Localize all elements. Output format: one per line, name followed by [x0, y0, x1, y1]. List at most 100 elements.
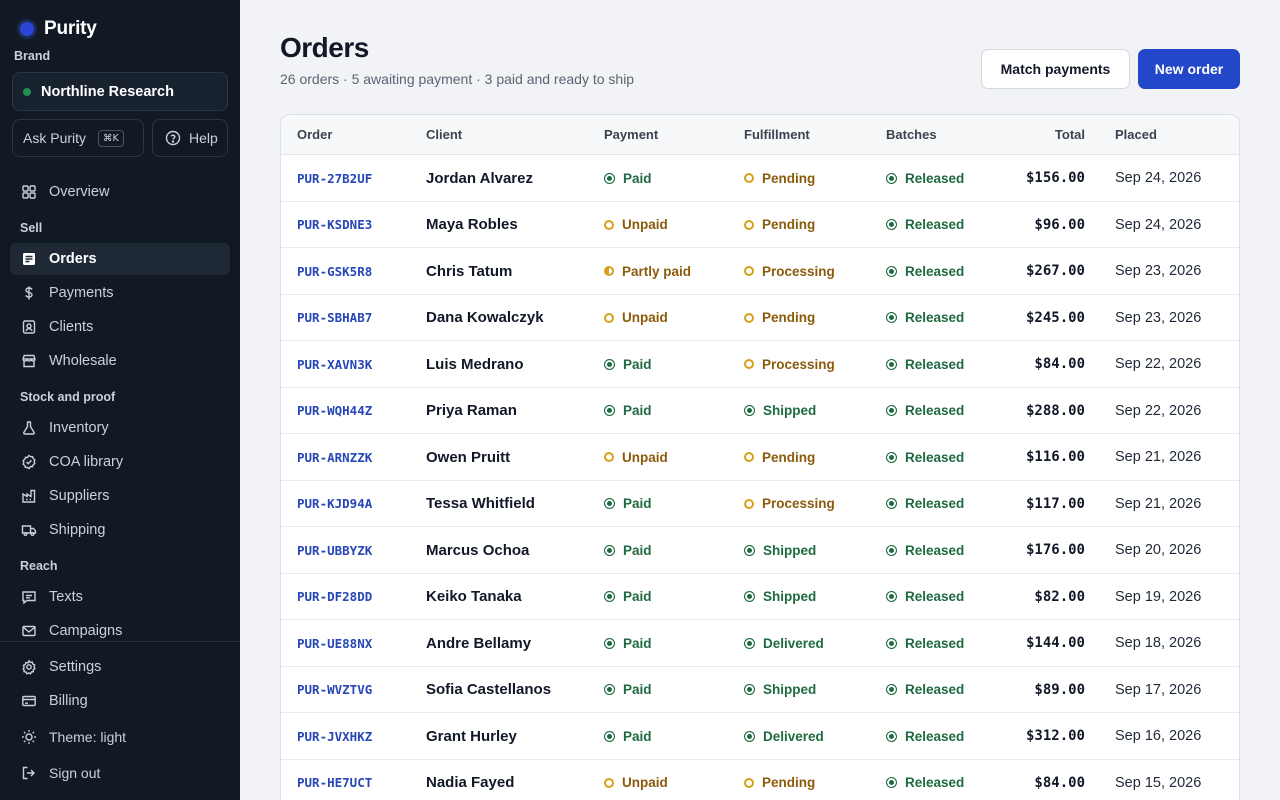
sidebar-item-wholesale[interactable]: Wholesale: [10, 345, 230, 377]
table-row[interactable]: PUR-WQH44Z Priya Raman Paid Shipped Released…: [281, 388, 1239, 435]
table-row[interactable]: PUR-27B2UF Jordan Alvarez Paid Pending Relea…: [281, 155, 1239, 202]
column-header-fulfillment[interactable]: Fulfillment: [744, 127, 810, 142]
column-header-total[interactable]: Total: [1054, 127, 1085, 142]
table-row[interactable]: PUR-WVZTVG Sofia Castellanos Paid Shipped Re…: [281, 667, 1239, 713]
order-id-link[interactable]: PUR-HE7UCT: [297, 775, 373, 791]
sign-out-button[interactable]: Sign out: [10, 757, 230, 789]
payment-status-label: Paid: [623, 496, 652, 512]
column-header-client[interactable]: Client: [426, 127, 463, 142]
placed-date: Sep 22, 2026: [1115, 402, 1202, 419]
order-id-link[interactable]: PUR-SBHAB7: [297, 310, 373, 326]
order-id-link[interactable]: PUR-KSDNE3: [297, 217, 373, 233]
fulfillment-status-label: Pending: [762, 217, 816, 233]
order-total: $84.00: [1034, 774, 1085, 791]
new-order-button[interactable]: New order: [1138, 49, 1240, 89]
table-row[interactable]: PUR-KJD94A Tessa Whitfield Paid Processing R…: [281, 481, 1239, 527]
help-button[interactable]: Help: [152, 119, 228, 157]
table-row[interactable]: PUR-SBHAB7 Dana Kowalczyk Unpaid Pending Rel…: [281, 295, 1239, 341]
sidebar-item-suppliers[interactable]: Suppliers: [10, 480, 230, 512]
placed-date: Sep 17, 2026: [1115, 681, 1202, 698]
fulfillment-status-label: Shipped: [763, 682, 817, 698]
payment-status-label: Unpaid: [622, 775, 668, 791]
gear-icon: [20, 659, 37, 676]
fulfillment-status: Delivered: [744, 713, 824, 760]
order-id-link[interactable]: PUR-GSK5R8: [297, 263, 373, 279]
store-icon: [20, 353, 37, 370]
batch-status-label: Released: [905, 635, 965, 651]
table-row[interactable]: PUR-KSDNE3 Maya Robles Unpaid Pending Releas…: [281, 202, 1239, 248]
sidebar-item-label: Suppliers: [49, 488, 110, 504]
message-icon: [20, 589, 37, 606]
column-header-payment[interactable]: Payment: [604, 127, 659, 142]
sidebar-item-inventory[interactable]: Inventory: [10, 412, 230, 444]
sidebar-item-campaigns[interactable]: Campaigns: [10, 615, 230, 647]
sidebar-item-shipping[interactable]: Shipping: [10, 514, 230, 546]
order-id-link[interactable]: PUR-DF28DD: [297, 589, 373, 605]
batch-status: Released: [886, 388, 964, 435]
batch-status-dot-icon: [886, 405, 897, 417]
sidebar-item-payments[interactable]: Payments: [10, 277, 230, 309]
payment-status-dot-icon: [604, 637, 615, 649]
brand-selector[interactable]: Northline Research: [12, 72, 228, 111]
theme-toggle[interactable]: Theme: light: [10, 721, 230, 753]
sidebar-item-billing[interactable]: Billing: [10, 685, 230, 717]
client-name: Chris Tatum: [426, 262, 513, 280]
column-header-order[interactable]: Order: [297, 127, 333, 142]
sidebar-item-clients[interactable]: Clients: [10, 311, 230, 343]
order-id-link[interactable]: PUR-UBBYZK: [297, 542, 373, 558]
payment-status-dot-icon: [604, 544, 615, 556]
table-row[interactable]: PUR-XAVN3K Luis Medrano Paid Processing Rele…: [281, 341, 1239, 388]
ask-purity-button[interactable]: Ask Purity ⌘K: [12, 119, 144, 157]
batch-status-label: Released: [905, 310, 965, 326]
fulfillment-status-dot-icon: [744, 591, 755, 603]
batch-status-dot-icon: [886, 777, 897, 789]
table-row[interactable]: PUR-UBBYZK Marcus Ochoa Paid Shipped Release…: [281, 527, 1239, 574]
sidebar-item-coa-library[interactable]: COA library: [10, 446, 230, 478]
sidebar-divider: [0, 641, 240, 642]
payment-status-dot-icon: [604, 591, 615, 603]
order-total: $156.00: [1025, 170, 1085, 187]
contact-card-icon: [20, 319, 37, 336]
sidebar-item-label: Orders: [49, 251, 97, 267]
ask-purity-label: Ask Purity: [23, 130, 87, 146]
table-row[interactable]: PUR-DF28DD Keiko Tanaka Paid Shipped Release…: [281, 574, 1239, 620]
order-id-link[interactable]: PUR-27B2UF: [297, 170, 373, 186]
sidebar-item-label: Inventory: [49, 420, 109, 436]
client-name: Grant Hurley: [426, 727, 517, 745]
order-id-link[interactable]: PUR-WVZTVG: [297, 682, 373, 698]
fulfillment-status: Processing: [744, 341, 835, 388]
sidebar-item-settings[interactable]: Settings: [10, 651, 230, 683]
fulfillment-status-label: Delivered: [763, 728, 824, 744]
order-id-link[interactable]: PUR-WQH44Z: [297, 403, 373, 419]
client-name: Maya Robles: [426, 216, 518, 234]
order-total: $89.00: [1034, 681, 1085, 698]
table-row[interactable]: PUR-JVXHKZ Grant Hurley Paid Delivered Relea…: [281, 713, 1239, 760]
order-id-link[interactable]: PUR-UE88NX: [297, 635, 373, 651]
table-row[interactable]: PUR-ARNZZK Owen Pruitt Unpaid Pending Releas…: [281, 434, 1239, 481]
column-header-placed[interactable]: Placed: [1115, 127, 1157, 142]
app-logo[interactable]: Purity: [20, 18, 97, 40]
sidebar-item-orders[interactable]: Orders: [10, 243, 230, 275]
match-payments-button[interactable]: Match payments: [981, 49, 1130, 89]
batch-status-label: Released: [905, 217, 965, 233]
sidebar-item-texts[interactable]: Texts: [10, 581, 230, 613]
table-row[interactable]: PUR-UE88NX Andre Bellamy Paid Delivered Rele…: [281, 620, 1239, 667]
order-id-link[interactable]: PUR-KJD94A: [297, 496, 373, 512]
payment-status-dot-icon: [604, 405, 615, 417]
fulfillment-status-dot-icon: [744, 730, 755, 742]
column-header-batches[interactable]: Batches: [886, 127, 937, 142]
batch-status-dot-icon: [886, 637, 897, 649]
table-row[interactable]: PUR-HE7UCT Nadia Fayed Unpaid Pending Releas…: [281, 760, 1239, 800]
brand-name: Northline Research: [41, 83, 174, 100]
table-row[interactable]: PUR-GSK5R8 Chris Tatum Partly paid Processi…: [281, 248, 1239, 295]
sidebar-item-overview[interactable]: Overview: [10, 176, 230, 208]
order-id-link[interactable]: PUR-ARNZZK: [297, 449, 373, 465]
batch-status-label: Released: [905, 775, 965, 791]
fulfillment-status-dot-icon: [744, 498, 754, 509]
fulfillment-status-dot-icon: [744, 359, 754, 370]
batch-status-dot-icon: [886, 358, 897, 370]
order-total: $117.00: [1025, 495, 1085, 512]
order-id-link[interactable]: PUR-JVXHKZ: [297, 728, 373, 744]
order-id-link[interactable]: PUR-XAVN3K: [297, 356, 373, 372]
order-total: $176.00: [1025, 542, 1085, 559]
